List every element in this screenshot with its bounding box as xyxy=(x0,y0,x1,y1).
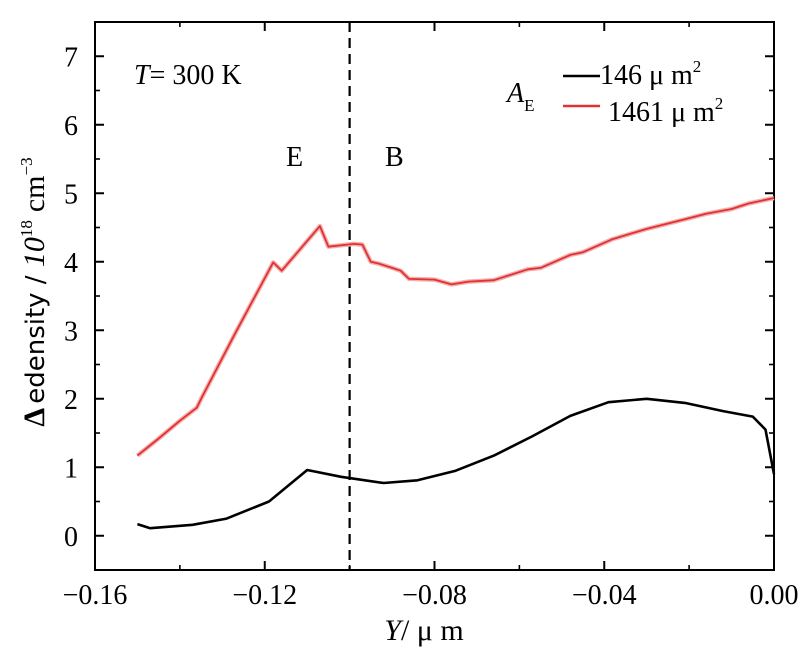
y-axis-title-unit-exp: −3 xyxy=(17,157,36,175)
y-axis-title-text: edensity / xyxy=(21,267,51,404)
y-axis-title: Δedensity / 1018 cm−3 xyxy=(17,157,51,426)
series-1461-line xyxy=(136,197,775,457)
legend-label-146-text: 146 μ m xyxy=(600,60,693,91)
y-tick-label: 2 xyxy=(64,385,78,416)
series-146-line xyxy=(137,397,776,530)
region-label-b: B xyxy=(385,142,404,173)
x-axis-title-symbol: Y xyxy=(384,614,404,647)
y-axis-title-power-base: 10 xyxy=(18,237,51,267)
temperature-value: = 300 K xyxy=(150,60,242,91)
y-axis-ticks: 0 1 2 3 4 5 6 7 xyxy=(64,21,774,571)
series-layer xyxy=(135,195,776,530)
temperature-symbol: T xyxy=(134,60,152,91)
y-tick-label: 0 xyxy=(64,522,78,553)
region-label-e: E xyxy=(286,142,303,173)
y-tick-label: 7 xyxy=(64,42,78,73)
y-axis-title-power-exp: 18 xyxy=(17,220,36,237)
y-tick-label: 4 xyxy=(64,248,78,279)
legend-label-146-exp: 2 xyxy=(693,57,702,76)
x-tick-label: 0.00 xyxy=(750,580,799,611)
legend-label-1461: 1461 μ m2 xyxy=(608,94,723,128)
y-axis-title-symbol: Δ xyxy=(18,408,51,427)
legend-title-symbol: A xyxy=(505,78,525,109)
y-tick-label: 1 xyxy=(64,453,78,484)
x-tick-label: −0.12 xyxy=(232,580,297,611)
legend-label-146: 146 μ m2 xyxy=(600,57,701,91)
legend-label-1461-text: 1461 μ m xyxy=(608,97,715,128)
y-tick-label: 5 xyxy=(64,179,78,210)
legend: AE 146 μ m2 1461 μ m2 xyxy=(505,57,723,128)
x-tick-label: −0.16 xyxy=(63,580,128,611)
temperature-annotation: T= 300 K xyxy=(134,60,242,91)
x-axis-title: Y/ μ m xyxy=(384,614,463,647)
legend-title: AE xyxy=(505,78,535,115)
x-axis-title-unit: / μ m xyxy=(401,614,464,647)
x-tick-label: −0.04 xyxy=(572,580,637,611)
legend-title-subscript: E xyxy=(524,96,534,115)
x-axis-ticks: −0.16 −0.12 −0.08 −0.04 0.00 xyxy=(63,22,799,611)
x-tick-label: −0.08 xyxy=(402,580,467,611)
y-tick-label: 6 xyxy=(64,111,78,142)
series-1461-halo xyxy=(135,195,775,458)
y-tick-label: 3 xyxy=(64,316,78,347)
y-axis-title-unit: cm xyxy=(18,176,51,213)
legend-label-1461-exp: 2 xyxy=(715,94,724,113)
